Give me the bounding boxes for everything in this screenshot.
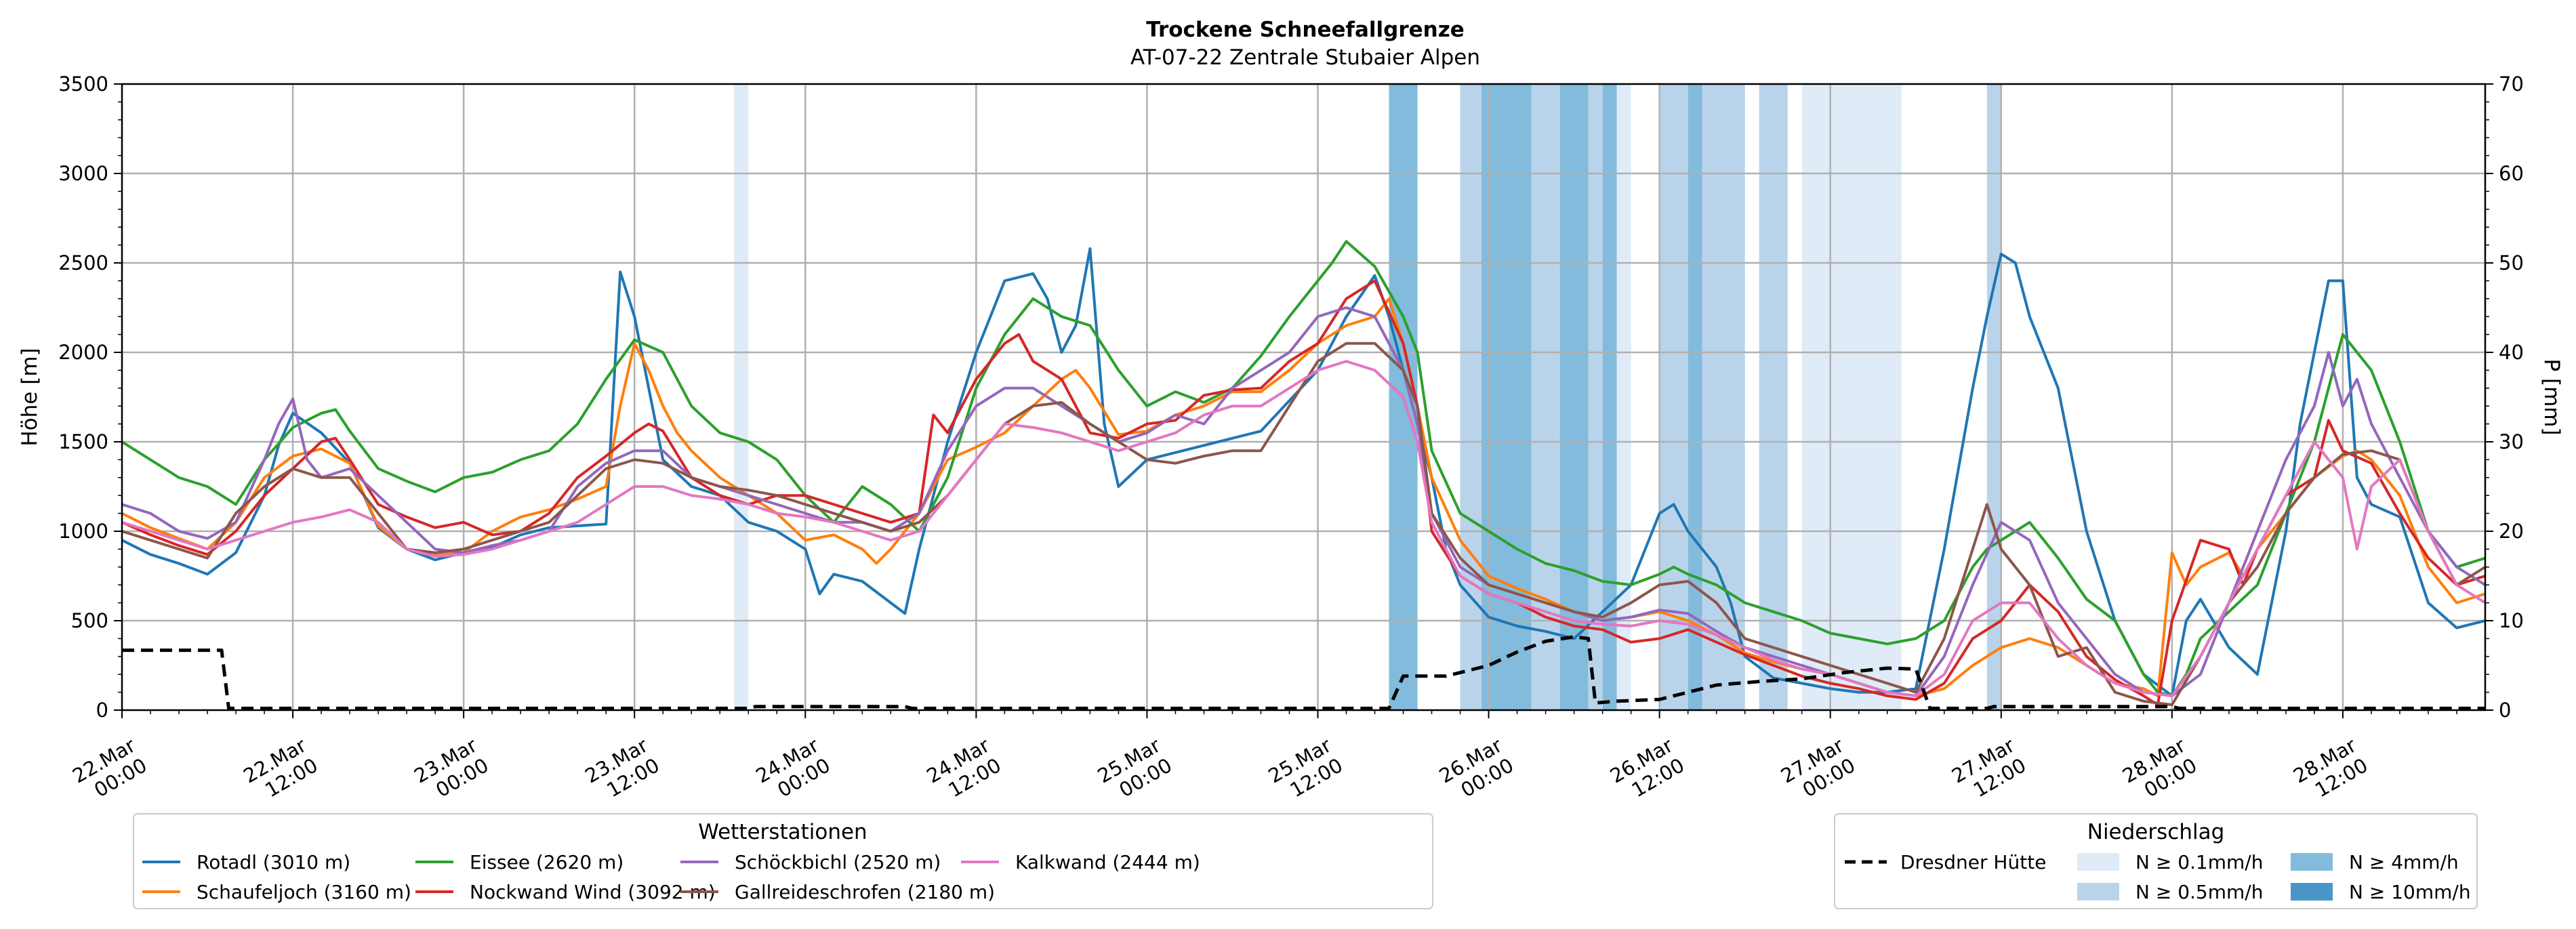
y-axis-label: Höhe [m] [18,348,42,446]
x-tick-label: 23.Mar12:00 [581,734,663,808]
legend-precip-title: Niederschlag [2087,820,2225,844]
legend-label-precip-2: N ≥ 0.5mm/h [2135,881,2263,903]
x-tick-label: 24.Mar00:00 [752,734,834,808]
series-line-eissee-2620-m [121,240,2486,697]
precip-band [1588,84,1603,710]
x-tick-label: 26.Mar00:00 [1435,734,1517,808]
series-line-schaufeljoch-3160-m [121,297,2486,697]
y2-tick-label: 10 [2499,609,2524,632]
precip-band [1759,84,1788,710]
x-tick-label: 28.Mar12:00 [2289,734,2371,808]
y2-tick-label: 70 [2499,73,2524,96]
series-lines [121,240,2487,710]
legend-label-rotadl-3010-m: Rotadl (3010 m) [197,851,350,873]
legend-precip-entries: Dresdner Hütte N ≥ 0.1mm/h N ≥ 0.5mm/h N ≥ … [1845,851,2471,903]
y-tick-label: 2000 [58,341,108,364]
precipitation-bands [734,84,2001,710]
precip-band [1702,84,1745,710]
y-tick-label: 3000 [58,162,108,185]
series-line-kalkwand-2444-m [121,360,2487,697]
legend-stations-title: Wetterstationen [698,820,867,844]
precip-band [1986,84,2001,710]
y2-tick-label: 20 [2499,520,2524,543]
y-tick-label: 1500 [58,430,108,453]
x-tick-label: 27.Mar12:00 [1948,734,2030,808]
legend-swatch-precip [2077,853,2119,871]
precip-band [1659,84,1688,710]
y-tick-label: 3500 [58,73,108,96]
legend-label-precip-1: N ≥ 0.1mm/h [2135,851,2263,873]
x-tick-label: 28.Mar00:00 [2119,734,2201,808]
x-tick-label: 26.Mar12:00 [1606,734,1688,808]
plot-frame [121,83,2487,711]
precip-band [1801,84,1902,710]
legend-swatch-precip [2077,883,2119,901]
y2-tick-label: 0 [2499,699,2511,722]
legend-swatch-precip [2291,853,2333,871]
legend-label-sch-ckbichl-2520-m: Schöckbichl (2520 m) [735,851,941,873]
series-line-dresdner-h-tte [122,635,2485,710]
legend-label-precip-4: N ≥ 10mm/h [2349,881,2471,903]
y2-tick-label: 60 [2499,162,2524,185]
legend-stations-frame [133,813,1433,909]
legend-label-gallreideschrofen-2180-m: Gallreideschrofen (2180 m) [735,881,995,903]
legend-label-kalkwand-2444-m: Kalkwand (2444 m) [1015,851,1200,873]
precip-band [1616,84,1631,710]
legend-label-dresdner-h-tte: Dresdner Hütte [1900,851,2046,873]
y2-tick-label: 40 [2499,341,2524,364]
precip-band [1460,84,1482,710]
y2-axis-label: P [mm] [2539,358,2564,435]
legend-label-eissee-2620-m: Eissee (2620 m) [470,851,623,873]
y-tick-label: 500 [71,609,108,632]
x-tick-label: 27.Mar00:00 [1777,734,1859,808]
legend-label-schaufeljoch-3160-m: Schaufeljoch (3160 m) [197,881,411,903]
legend-label-nockwand-wind-3092-m: Nockwand Wind (3092 m) [470,881,716,903]
precip-band [1688,84,1702,710]
y2-tick-label: 50 [2499,251,2524,274]
axes: 0 500 1000 1500 2000 2500 3000 3500 0 10 20 30 40 50 6… [58,73,2524,808]
chart-header: Trockene Schneefallgrenze AT-07-22 Zentr… [1130,18,1480,70]
x-tick-label: 22.Mar12:00 [239,734,321,808]
y-tick-label: 0 [96,699,108,722]
precip-band [734,84,749,710]
x-tick-label: 24.Mar12:00 [923,734,1005,808]
y-tick-label: 2500 [58,251,108,274]
series-line-rotadl-3010-m [121,247,2486,697]
x-tick-label: 23.Mar00:00 [410,734,492,808]
chart-subtitle: AT-07-22 Zentrale Stubaier Alpen [1130,45,1480,70]
legend-precipitation: Niederschlag Dresdner Hütte N ≥ 0.1mm/h N … [1834,813,2478,909]
precip-band [1602,84,1617,710]
chart-title: Trockene Schneefallgrenze [1146,18,1465,42]
x-tick-label: 25.Mar00:00 [1094,734,1176,808]
series-line-nockwand-wind-3092-m [121,279,2486,707]
legend-stations-entries: Rotadl (3010 m) Schaufeljoch (3160 m) Eiss… [142,851,1200,903]
legend-swatch-precip [2291,883,2333,901]
x-tick-label: 25.Mar12:00 [1265,734,1347,808]
x-tick-label: 22.Mar00:00 [68,734,150,808]
legend-stations: Wetterstationen Rotadl (3010 m) Schaufelj… [133,813,1433,909]
series-line-sch-ckbichl-2520-m [121,306,2487,697]
grid-lines [122,84,2485,710]
y2-tick-label: 30 [2499,430,2524,453]
y-tick-label: 1000 [58,520,108,543]
legend-label-precip-3: N ≥ 4mm/h [2349,851,2459,873]
precip-band [1559,84,1589,710]
series-line-gallreideschrofen-2180-m [121,342,2487,707]
